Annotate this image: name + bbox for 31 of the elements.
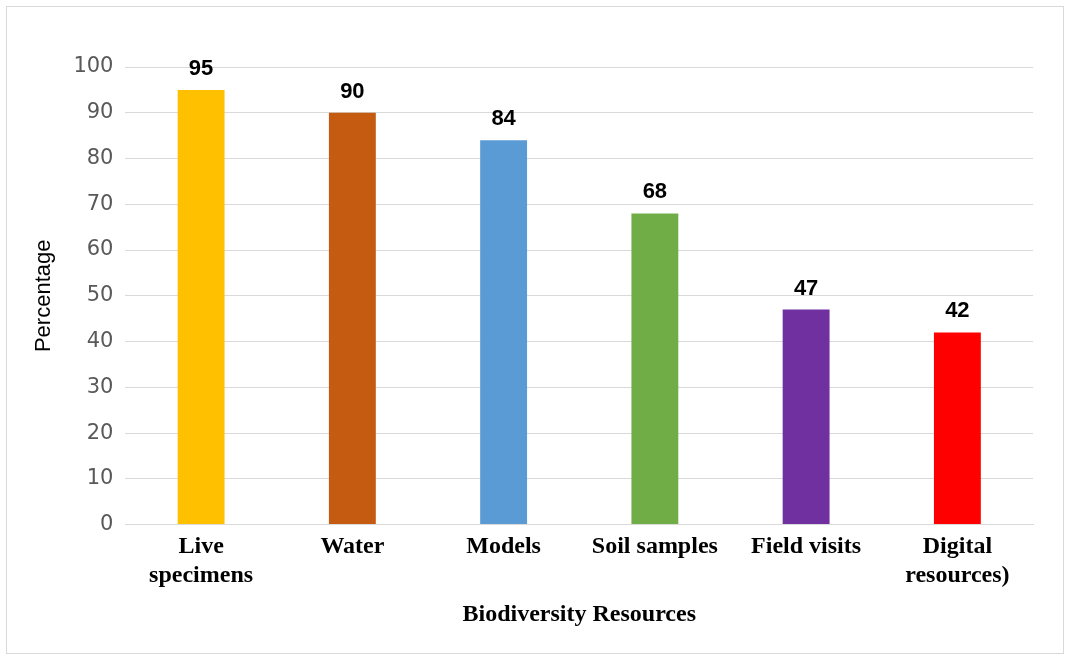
x-tick-label: Water bbox=[320, 532, 385, 559]
y-tick-label: 50 bbox=[86, 282, 114, 307]
bar bbox=[177, 89, 225, 525]
y-tick-label: 100 bbox=[73, 53, 114, 78]
x-tick-label: Digital resources) bbox=[905, 532, 1010, 587]
x-axis-title: Biodiversity Resources bbox=[462, 599, 697, 626]
y-tick-label: 0 bbox=[100, 511, 114, 536]
y-tick-label: 40 bbox=[86, 328, 114, 353]
y-axis-title: Percentage bbox=[30, 239, 56, 353]
bar bbox=[328, 112, 376, 525]
x-tick-label: Models bbox=[466, 532, 541, 559]
bar bbox=[480, 140, 528, 525]
y-tick-label: 30 bbox=[86, 373, 114, 398]
x-tick-label: Field visits bbox=[751, 532, 862, 559]
data-label: 47 bbox=[793, 274, 819, 300]
y-tick-label: 60 bbox=[86, 236, 114, 261]
data-label: 84 bbox=[491, 105, 517, 131]
data-label: 90 bbox=[340, 77, 365, 103]
bar bbox=[782, 309, 830, 525]
y-tick-label: 90 bbox=[86, 99, 114, 124]
y-tick-label: 10 bbox=[86, 465, 114, 490]
x-tick-label: Soil samples bbox=[591, 532, 718, 559]
data-label: 42 bbox=[945, 297, 970, 323]
y-tick-label: 80 bbox=[86, 144, 114, 169]
y-tick-label: 70 bbox=[86, 190, 114, 215]
data-label: 68 bbox=[642, 178, 668, 204]
bar bbox=[631, 213, 679, 525]
x-tick-label: Live specimens bbox=[149, 532, 254, 587]
bar bbox=[933, 332, 981, 525]
data-label: 95 bbox=[188, 54, 214, 80]
y-tick-label: 20 bbox=[86, 419, 114, 444]
